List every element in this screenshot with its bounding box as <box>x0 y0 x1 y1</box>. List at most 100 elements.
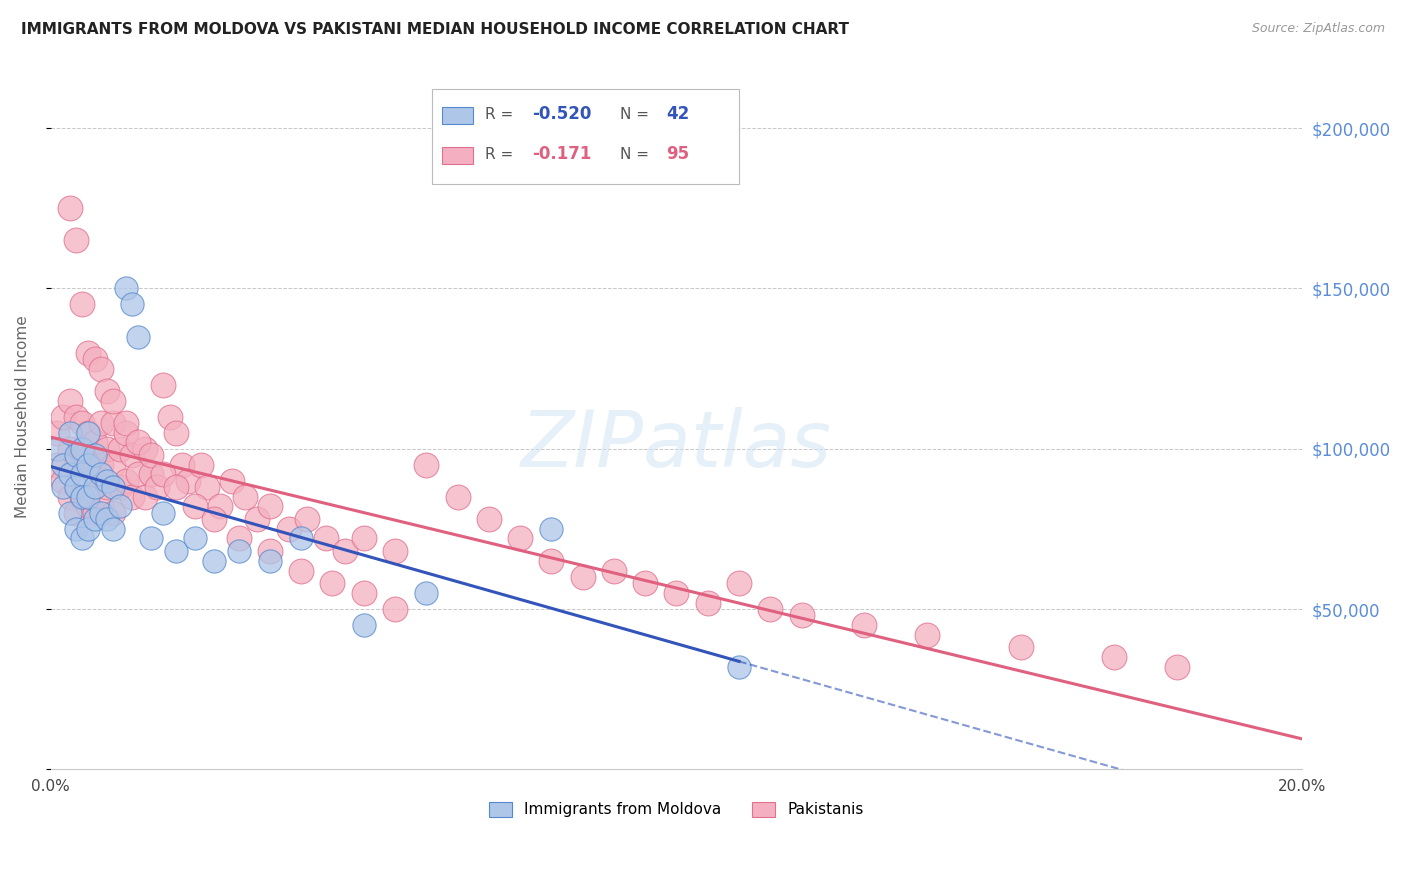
Point <box>115 281 138 295</box>
Point <box>70 490 93 504</box>
Point <box>353 586 375 600</box>
Point <box>103 506 125 520</box>
Point <box>59 467 82 482</box>
Point <box>70 490 93 504</box>
Point <box>184 500 207 514</box>
Point <box>70 448 93 462</box>
Point <box>103 522 125 536</box>
Point <box>59 202 82 216</box>
Point <box>139 467 162 482</box>
Point <box>115 474 138 488</box>
Point <box>108 480 131 494</box>
Point <box>177 474 200 488</box>
Point <box>59 425 82 440</box>
Point <box>115 416 138 430</box>
Point <box>853 618 876 632</box>
Point <box>77 522 100 536</box>
Point <box>384 544 406 558</box>
Point <box>121 490 143 504</box>
Point <box>202 512 225 526</box>
Point <box>108 442 131 456</box>
Point <box>259 544 281 558</box>
Point <box>165 425 187 440</box>
Point <box>77 500 100 514</box>
Point <box>90 467 112 482</box>
Point <box>108 500 131 514</box>
Text: IMMIGRANTS FROM MOLDOVA VS PAKISTANI MEDIAN HOUSEHOLD INCOME CORRELATION CHART: IMMIGRANTS FROM MOLDOVA VS PAKISTANI MED… <box>21 22 849 37</box>
Point <box>52 458 75 472</box>
Text: -0.171: -0.171 <box>533 145 592 163</box>
Point <box>83 480 105 494</box>
Point <box>353 532 375 546</box>
Point <box>59 393 82 408</box>
Point <box>96 384 118 398</box>
Point <box>90 506 112 520</box>
Point <box>540 522 562 536</box>
Point <box>321 576 343 591</box>
Point <box>208 500 231 514</box>
Point <box>139 448 162 462</box>
Point <box>202 554 225 568</box>
Point <box>83 506 105 520</box>
Point <box>415 586 437 600</box>
Point <box>59 442 82 456</box>
Point <box>83 435 105 450</box>
FancyBboxPatch shape <box>443 147 472 164</box>
Point <box>384 602 406 616</box>
Point <box>115 425 138 440</box>
Point <box>83 448 105 462</box>
Point <box>65 233 87 247</box>
Point <box>152 467 174 482</box>
Point <box>159 409 181 424</box>
Point <box>65 522 87 536</box>
Point <box>70 442 93 456</box>
Point <box>259 554 281 568</box>
Point <box>1010 640 1032 655</box>
Point <box>83 512 105 526</box>
Point <box>77 458 100 472</box>
Point <box>571 570 593 584</box>
Point <box>634 576 657 591</box>
Point <box>509 532 531 546</box>
Point <box>228 532 250 546</box>
Legend: Immigrants from Moldova, Pakistanis: Immigrants from Moldova, Pakistanis <box>482 794 872 825</box>
Point <box>52 480 75 494</box>
Point <box>65 480 87 494</box>
Point <box>59 490 82 504</box>
Point <box>127 435 149 450</box>
Point <box>277 522 299 536</box>
Point <box>728 576 751 591</box>
FancyBboxPatch shape <box>433 88 740 184</box>
Text: 42: 42 <box>666 105 690 123</box>
Point <box>665 586 688 600</box>
Point <box>46 425 69 440</box>
Text: ZIPatlas: ZIPatlas <box>522 407 832 483</box>
Point <box>70 297 93 311</box>
Point <box>290 532 312 546</box>
Point <box>70 416 93 430</box>
Point <box>65 409 87 424</box>
Point <box>90 416 112 430</box>
Point <box>315 532 337 546</box>
Point <box>103 393 125 408</box>
Point <box>190 458 212 472</box>
Point <box>696 596 718 610</box>
Point <box>90 458 112 472</box>
Point <box>65 458 87 472</box>
Point <box>134 490 156 504</box>
Point <box>127 329 149 343</box>
Point <box>103 416 125 430</box>
Point <box>103 480 125 494</box>
Point <box>46 458 69 472</box>
Point <box>65 448 87 462</box>
Point <box>121 448 143 462</box>
Point <box>127 467 149 482</box>
Point <box>152 377 174 392</box>
Point <box>146 480 169 494</box>
Point <box>353 618 375 632</box>
Point <box>228 544 250 558</box>
Point <box>52 474 75 488</box>
Text: 95: 95 <box>666 145 689 163</box>
Point <box>96 480 118 494</box>
Y-axis label: Median Household Income: Median Household Income <box>15 315 30 518</box>
